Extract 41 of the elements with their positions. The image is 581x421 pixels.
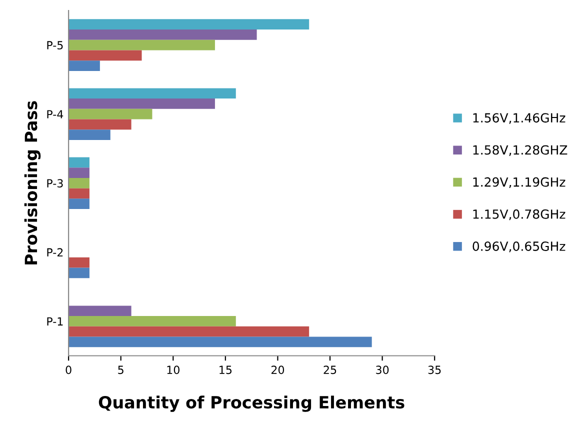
bar — [68, 50, 142, 61]
bar — [68, 188, 90, 199]
bar — [68, 198, 90, 210]
x-tick-label: 5 — [118, 366, 124, 374]
x-axis-title: Quantity of Processing Elements — [98, 396, 404, 412]
bar — [68, 98, 215, 109]
x-tick-label: 0 — [66, 366, 72, 374]
bar — [68, 316, 236, 326]
legend-label: 1.56V,1.46GHz — [473, 113, 566, 124]
bar — [68, 178, 90, 188]
bar — [68, 306, 132, 316]
bar — [68, 119, 132, 130]
bar — [68, 157, 90, 168]
bar — [68, 336, 372, 348]
x-tick-label: 15 — [220, 366, 232, 374]
y-tick-label: P-5 — [47, 41, 63, 50]
x-tick-label: 35 — [428, 366, 441, 374]
legend-label: 1.29V,1.19GHz — [473, 177, 566, 188]
y-tick-label: P-1 — [47, 317, 63, 326]
legend-label: 0.96V,0.65GHz — [472, 242, 566, 252]
bar — [68, 168, 90, 178]
bar — [68, 60, 100, 71]
bar — [68, 108, 152, 120]
legend-label: 1.15V,0.78GHz — [473, 209, 566, 220]
bar — [68, 40, 215, 50]
bar — [68, 19, 310, 30]
x-tick-label: 25 — [324, 366, 336, 374]
y-axis-title: Provisioning Pass — [24, 101, 41, 264]
bar — [68, 326, 310, 337]
legend-label: 1.58V,1.28GHZ — [473, 145, 568, 156]
bar — [68, 257, 90, 268]
y-tick-label: P-4 — [47, 110, 64, 118]
bar — [68, 88, 236, 99]
x-tick-label: 10 — [167, 366, 180, 374]
y-tick-label: P-3 — [47, 179, 63, 188]
y-tick-label: P-2 — [47, 248, 63, 256]
x-tick-label: 30 — [376, 366, 389, 374]
bar — [68, 268, 90, 278]
bar — [68, 130, 110, 140]
bar — [68, 30, 257, 40]
x-tick-label: 20 — [271, 366, 284, 374]
